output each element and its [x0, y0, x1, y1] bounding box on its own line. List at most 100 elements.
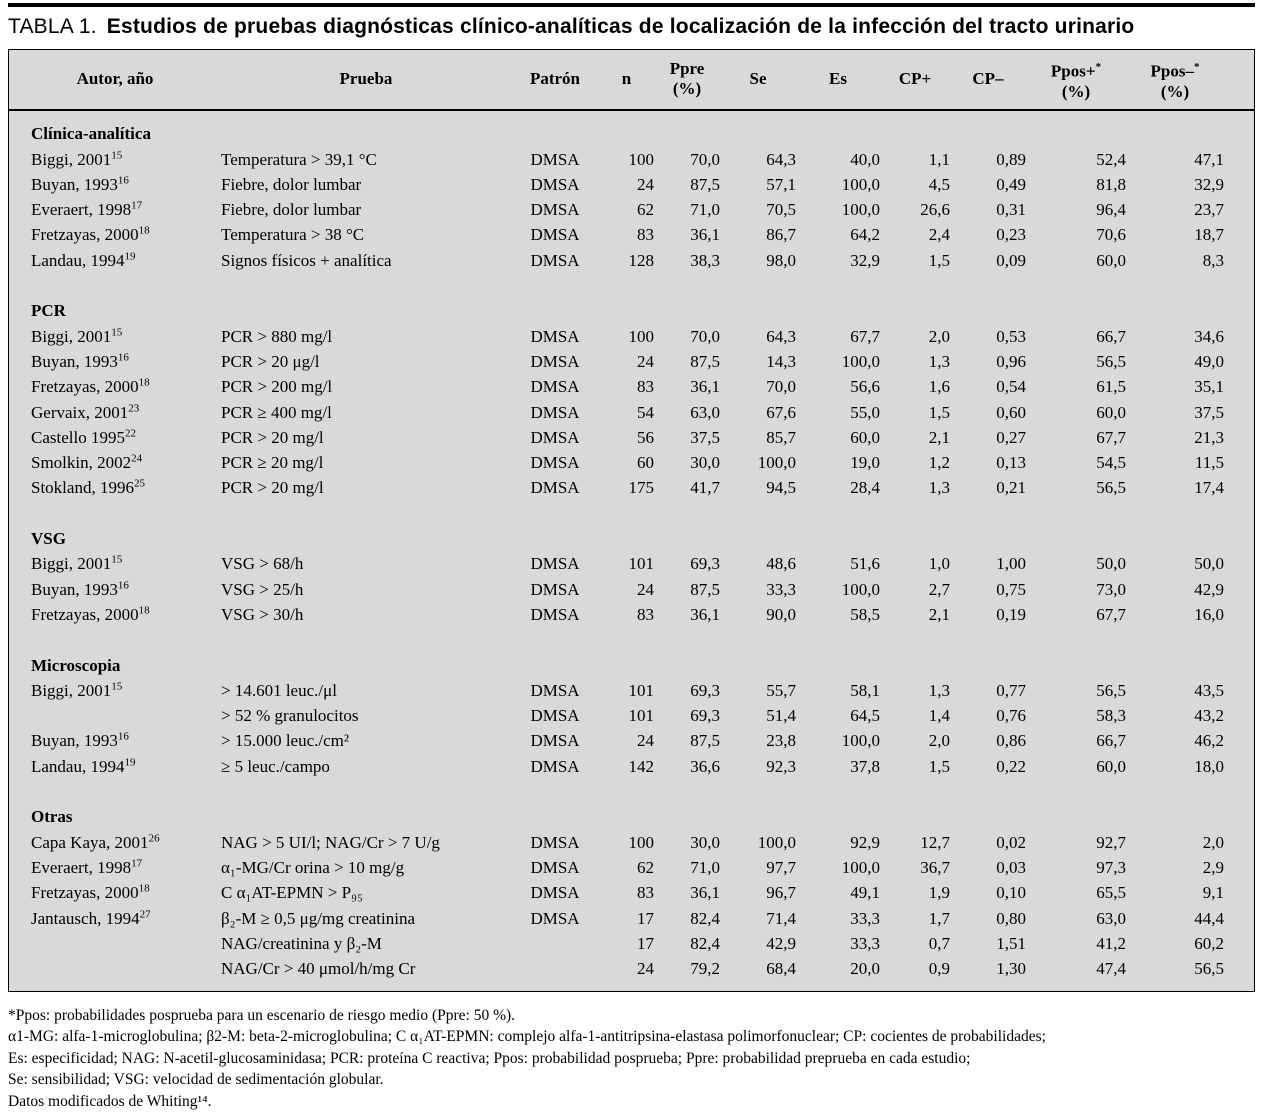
cell-se: 64,3: [766, 149, 796, 169]
cell-se: 70,0: [766, 377, 796, 397]
cell-patron: DMSA: [530, 554, 580, 574]
cell-ppos-neg: 34,6: [1194, 326, 1224, 346]
cell-se: 57,1: [766, 174, 796, 194]
cell-ppos-neg: 17,4: [1194, 478, 1224, 498]
table-row: Stokland, 199625 PCR > 20 mg/l DMSA 175 41,7…: [9, 476, 1254, 501]
cell-ppre: 70,0: [690, 149, 720, 169]
cell-autor: Buyan, 199316: [31, 351, 129, 371]
cell-ppos-neg: 47,1: [1194, 149, 1224, 169]
cell-ppos-pos: 60,0: [1096, 402, 1126, 422]
cell-autor: Capa Kaya, 200126: [31, 831, 160, 852]
footnote-source: Datos modificados de Whiting¹⁴.: [8, 1092, 212, 1110]
cell-prueba: NAG > 5 UI/l; NAG/Cr > 7 U/g: [221, 832, 440, 852]
cell-autor: Smolkin, 200224: [31, 452, 143, 473]
cell-patron: DMSA: [530, 377, 580, 397]
cell-ppre: 87,5: [690, 351, 720, 371]
cell-prueba: > 52 % granulocitos: [221, 706, 359, 726]
cell-ppre: 36,1: [690, 377, 720, 397]
cell-se: 67,6: [766, 402, 796, 422]
cell-es: 92,9: [850, 832, 880, 852]
cell-cp-pos: 1,4: [928, 706, 950, 726]
cell-ppos-pos: 52,4: [1096, 149, 1126, 169]
section-title: Microscopia: [31, 655, 121, 675]
cell-n: 128: [628, 250, 655, 270]
cell-autor: Stokland, 199625: [31, 477, 145, 498]
cell-cp-pos: 0,7: [928, 933, 950, 953]
cell-cp-pos: 2,0: [928, 731, 950, 751]
cell-prueba: Temperatura > 38 °C: [221, 225, 365, 245]
cell-ppos-neg: 18,0: [1194, 756, 1224, 776]
cell-se: 51,4: [766, 706, 796, 726]
cell-ppre: 87,5: [690, 579, 720, 599]
column-header-6: Es: [829, 69, 847, 89]
cell-ppos-neg: 18,7: [1194, 225, 1224, 245]
column-header-3: n: [621, 69, 632, 89]
cell-ppre: 79,2: [690, 959, 720, 979]
cell-ppos-neg: 43,2: [1194, 706, 1224, 726]
cell-n: 24: [637, 959, 654, 979]
cell-ppos-pos: 66,7: [1096, 326, 1126, 346]
cell-patron: DMSA: [530, 756, 580, 776]
cell-cp-neg: 1,00: [996, 554, 1026, 574]
table-body: Clínica-analítica Biggi, 200115 Temperatur…: [9, 111, 1254, 991]
cell-prueba: NAG/creatinina y β₂-M: [221, 933, 382, 953]
cell-se: 92,3: [766, 756, 796, 776]
cell-ppos-pos: 70,6: [1096, 225, 1126, 245]
table-row: Buyan, 199316 VSG > 25/h DMSA 24 87,5 33,3 100…: [9, 577, 1254, 602]
cell-cp-neg: 0,89: [996, 149, 1026, 169]
cell-se: 96,7: [766, 883, 796, 903]
table-row: Buyan, 199316 PCR > 20 μg/l DMSA 24 87,5 14,3…: [9, 349, 1254, 374]
table-row: Fretzayas, 200018 PCR > 200 mg/l DMSA 83 36,…: [9, 375, 1254, 400]
cell-n: 24: [637, 174, 654, 194]
cell-ppos-neg: 42,9: [1194, 579, 1224, 599]
cell-es: 33,3: [850, 933, 880, 953]
cell-autor: Gervaix, 200123: [31, 401, 140, 422]
cell-cp-pos: 1,2: [928, 453, 950, 473]
cell-ppos-pos: 67,7: [1096, 604, 1126, 624]
table-row: Fretzayas, 200018 VSG > 30/h DMSA 83 36,1 90,…: [9, 602, 1254, 627]
cell-es: 64,5: [850, 706, 880, 726]
cell-es: 64,2: [850, 225, 880, 245]
cell-se: 64,3: [766, 326, 796, 346]
cell-ppos-pos: 58,3: [1096, 706, 1126, 726]
section-header-row: Clínica-analítica: [9, 122, 1254, 147]
cell-ppos-neg: 11,5: [1194, 453, 1224, 473]
cell-cp-pos: 1,9: [928, 883, 950, 903]
cell-es: 58,5: [850, 604, 880, 624]
cell-cp-neg: 0,22: [996, 756, 1026, 776]
cell-cp-neg: 0,13: [996, 453, 1026, 473]
cell-cp-neg: 0,19: [996, 604, 1026, 624]
section-header-row: Otras: [9, 805, 1254, 830]
cell-n: 17: [637, 908, 654, 928]
cell-ppre: 30,0: [690, 453, 720, 473]
cell-ppos-pos: 97,3: [1096, 857, 1126, 877]
cell-cp-pos: 2,7: [928, 579, 950, 599]
cell-es: 56,6: [850, 377, 880, 397]
cell-ppos-pos: 41,2: [1096, 933, 1126, 953]
cell-n: 24: [637, 351, 654, 371]
cell-n: 54: [637, 402, 654, 422]
cell-prueba: PCR > 20 mg/l: [221, 427, 324, 447]
cell-cp-neg: 0,31: [996, 200, 1026, 220]
cell-se: 94,5: [766, 478, 796, 498]
cell-ppre: 70,0: [690, 326, 720, 346]
cell-autor: Jantausch, 199427: [31, 907, 151, 928]
footnote-abbreviations-2: Es: especificidad; NAG: N-acetil-glucosa…: [8, 1049, 971, 1067]
cell-ppre: 38,3: [690, 250, 720, 270]
cell-ppos-neg: 49,0: [1194, 351, 1224, 371]
cell-ppos-neg: 9,1: [1202, 883, 1224, 903]
table-row: NAG/Cr > 40 μmol/h/mg Cr 24 79,2 68,4 20,0 0,…: [9, 956, 1254, 981]
table-title: TABLA 1. Estudios de pruebas diagnósticas…: [8, 7, 1255, 49]
cell-es: 100,0: [841, 174, 880, 194]
cell-autor: Fretzayas, 200018: [31, 882, 150, 903]
cell-ppos-neg: 16,0: [1194, 604, 1224, 624]
cell-ppos-neg: 43,5: [1194, 680, 1224, 700]
cell-ppre: 69,3: [690, 706, 720, 726]
cell-ppos-neg: 46,2: [1194, 731, 1224, 751]
column-header-0: Autor, año: [76, 69, 154, 89]
cell-ppos-pos: 65,5: [1096, 883, 1126, 903]
cell-es: 58,1: [850, 680, 880, 700]
cell-ppos-pos: 73,0: [1096, 579, 1126, 599]
cell-ppos-neg: 32,9: [1194, 174, 1224, 194]
section-title: VSG: [31, 529, 66, 549]
